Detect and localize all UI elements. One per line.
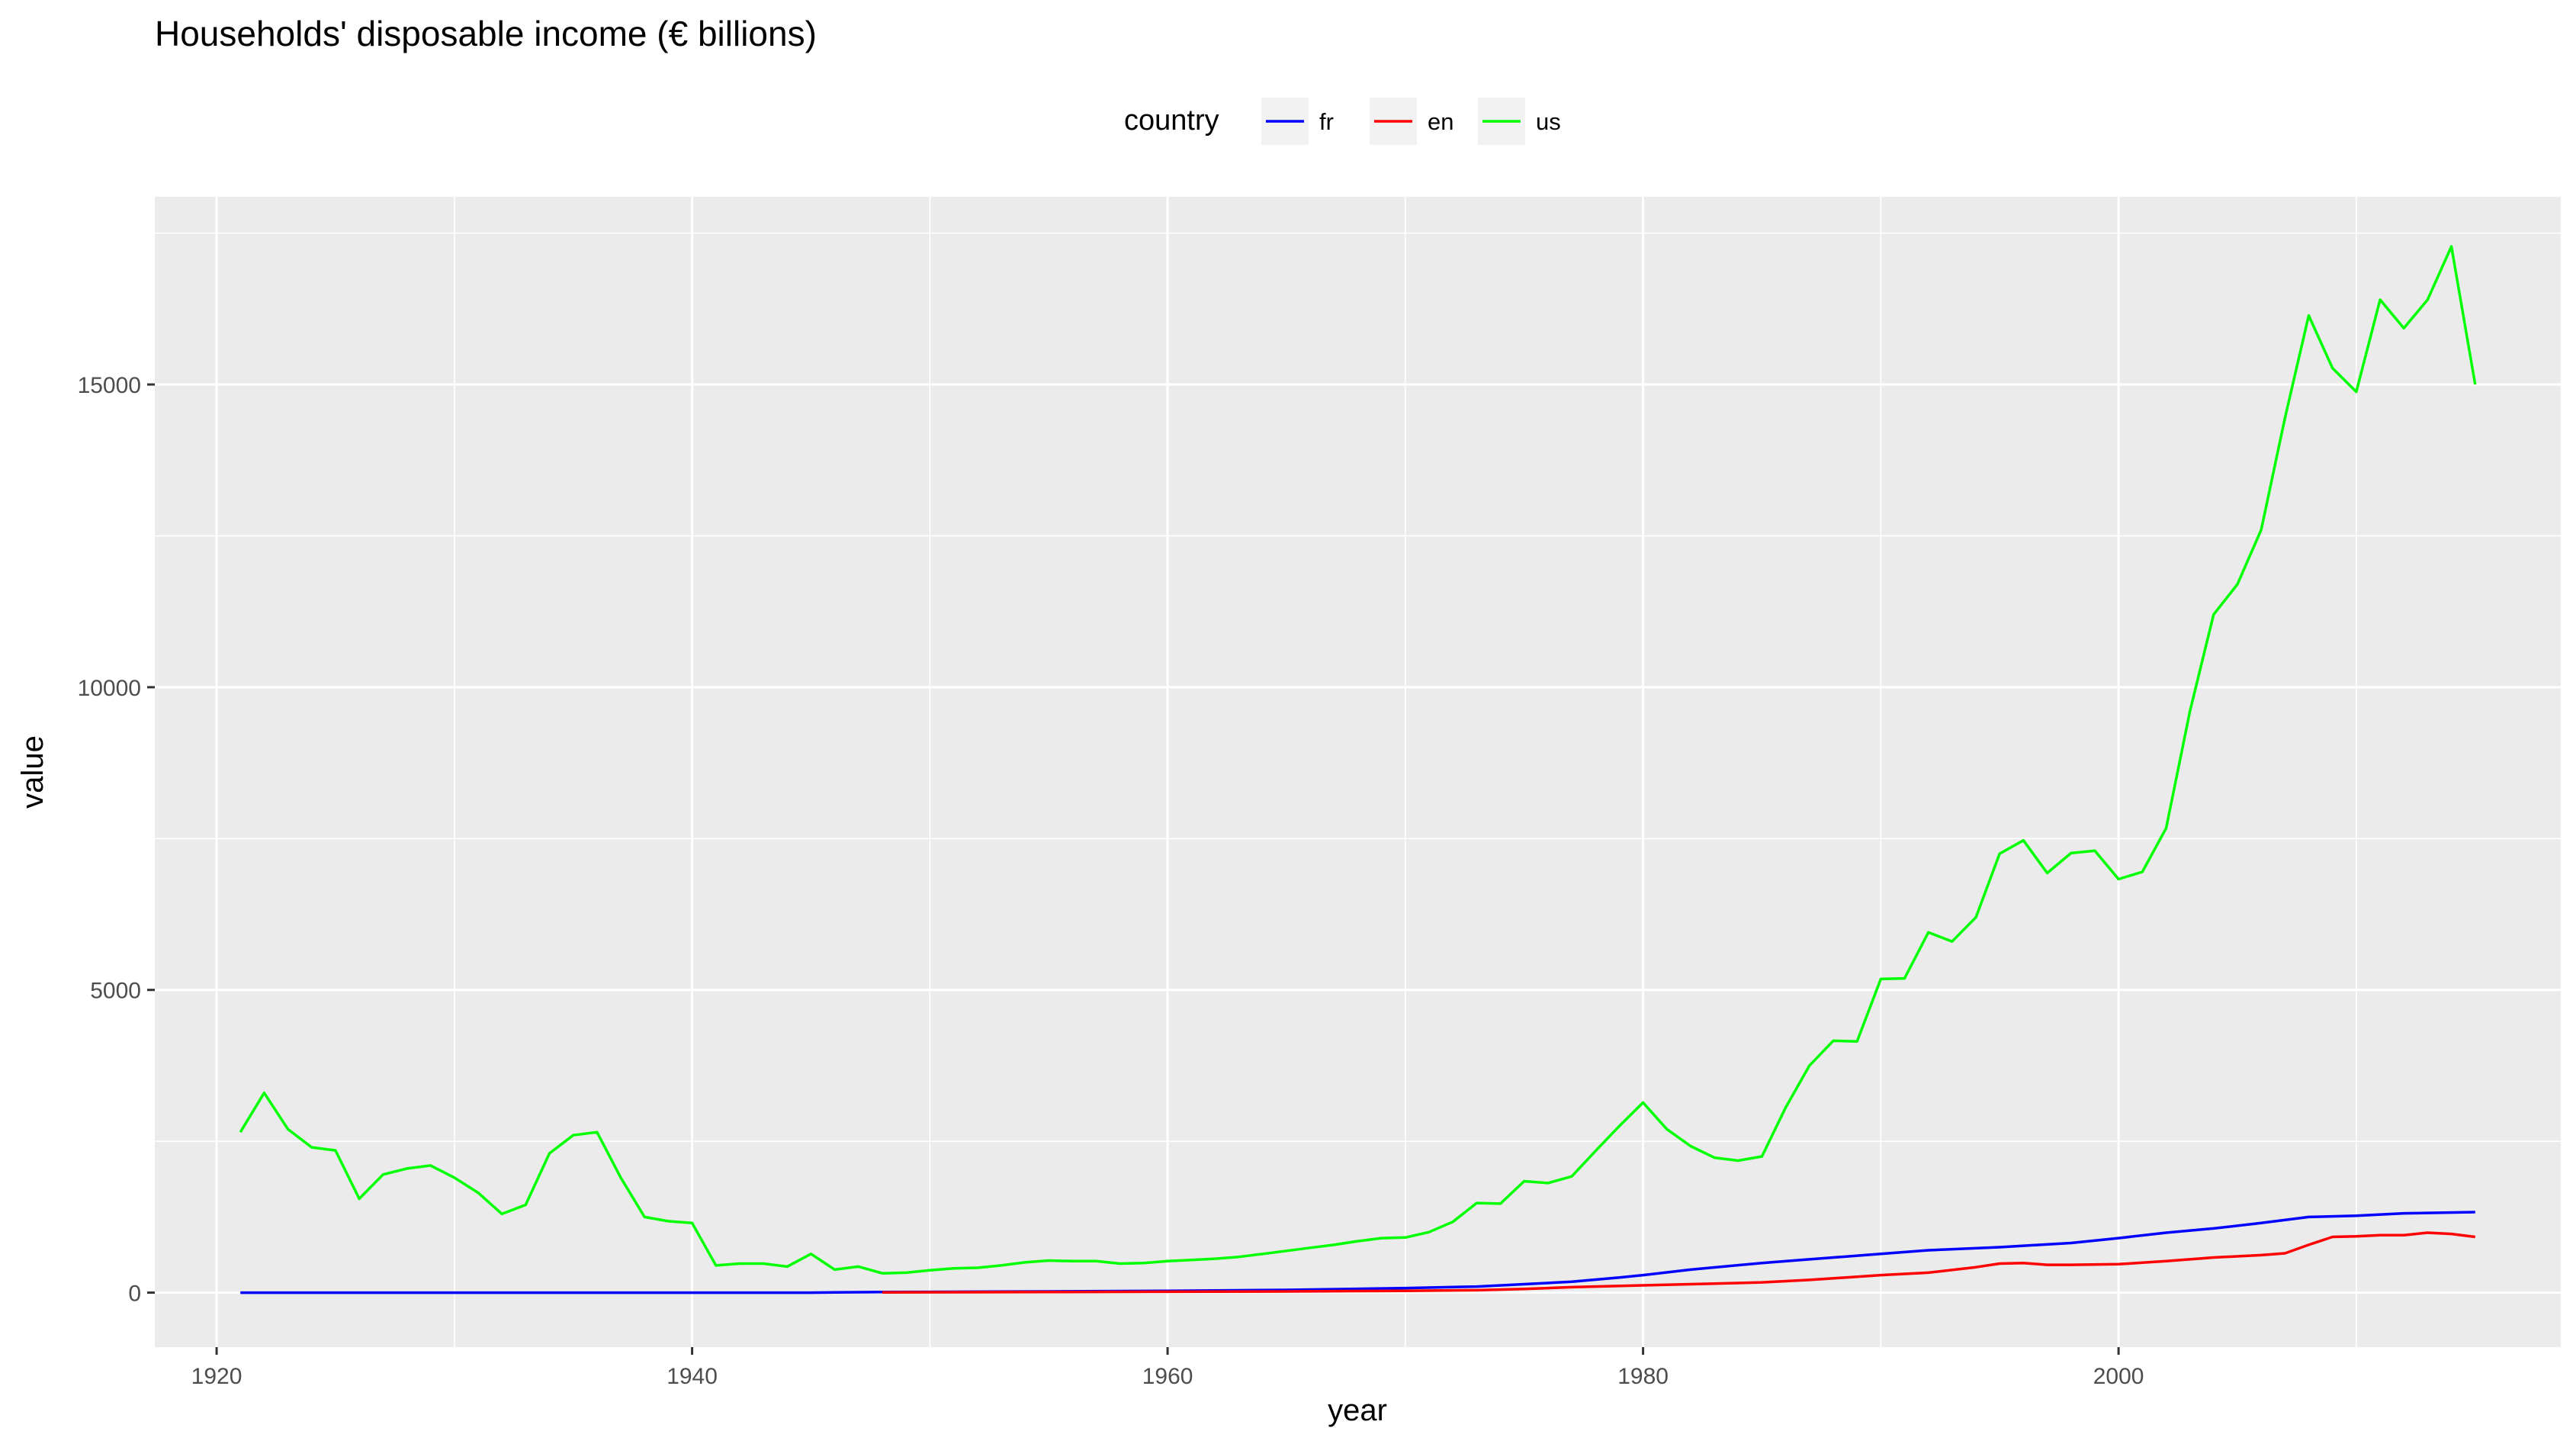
series-line-fr [240, 1211, 2475, 1294]
y-tick-label: 10000 [78, 676, 141, 701]
y-axis: 0 5000 10000 15000 [78, 373, 155, 1307]
legend: country fr en us [1124, 98, 1561, 145]
x-axis: 1920 1940 1960 1980 2000 [191, 1347, 2144, 1389]
grid-major [155, 197, 2561, 1347]
chart-title: Households' disposable income (€ billion… [155, 14, 817, 53]
legend-label-en: en [1428, 108, 1453, 135]
y-tick-label: 5000 [90, 979, 141, 1004]
x-tick-label: 1960 [1142, 1364, 1193, 1389]
y-axis-label: value [16, 735, 50, 809]
x-axis-label: year [1328, 1394, 1387, 1427]
series-lines [239, 245, 2477, 1294]
y-tick-label: 0 [128, 1282, 141, 1307]
legend-title: country [1124, 105, 1219, 137]
plot-panel [155, 197, 2561, 1347]
legend-label-fr: fr [1319, 108, 1334, 135]
y-tick-label: 15000 [78, 373, 141, 398]
legend-label-us: us [1536, 108, 1561, 135]
series-line-us [239, 245, 2477, 1275]
x-tick-label: 1980 [1617, 1364, 1669, 1389]
legend-keys: fr en us [1261, 98, 1561, 145]
x-tick-label: 2000 [2093, 1364, 2144, 1389]
series-line-en [882, 1231, 2476, 1294]
x-tick-label: 1940 [666, 1364, 718, 1389]
x-tick-label: 1920 [191, 1364, 243, 1389]
